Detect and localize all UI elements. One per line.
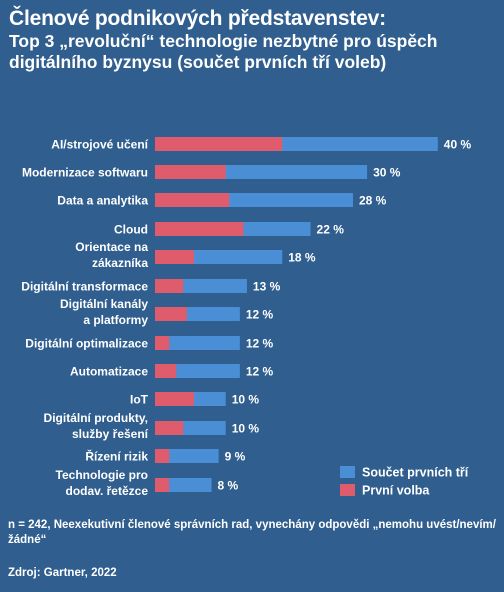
value-label-0: 40 % [444, 138, 472, 152]
bar-first-1 [155, 165, 226, 179]
bar-first-7 [155, 336, 170, 350]
value-label-12: 8 % [218, 479, 239, 493]
bar-first-12 [155, 478, 170, 492]
category-label-1: Modernizace softwaru [22, 166, 148, 180]
source-note: Zdroj: Gartner, 2022 [8, 567, 117, 579]
category-label-0: AI/strojové učení [51, 138, 148, 152]
category-label-6: Digitální kanály a platformy [60, 297, 148, 327]
value-label-5: 13 % [253, 280, 281, 294]
value-label-7: 12 % [246, 337, 274, 351]
value-label-3: 22 % [317, 223, 345, 237]
bar-first-4 [155, 250, 194, 264]
category-label-3: Cloud [114, 223, 148, 237]
value-label-10: 10 % [232, 422, 260, 436]
value-label-11: 9 % [225, 450, 246, 464]
chart-title: Členové podnikových představenstev: Top … [9, 6, 501, 73]
category-label-8: Automatizace [70, 365, 148, 379]
bar-first-11 [155, 449, 170, 463]
category-label-9: IoT [130, 393, 149, 407]
bar-total-7 [155, 336, 240, 350]
category-label-5: Digitální transformace [21, 280, 148, 294]
value-label-9: 10 % [232, 393, 260, 407]
bar-first-5 [155, 279, 184, 293]
footnote: n = 242, Neexekutivní členové správních … [8, 519, 496, 546]
bar-first-2 [155, 193, 230, 207]
value-label-1: 30 % [373, 166, 401, 180]
chart-title-line2: Top 3 „revoluční“ technologie nezbytné p… [9, 31, 438, 72]
bar-first-10 [155, 421, 184, 435]
value-label-4: 18 % [288, 251, 316, 265]
category-label-12: Technologie pro dodav. řetězce [56, 468, 149, 498]
category-label-2: Data a analytika [57, 194, 148, 208]
category-label-10: Digitální produkty, služby řešení [44, 411, 149, 441]
chart-title-line1: Členové podnikových představenstev: [9, 7, 386, 30]
value-label-2: 28 % [359, 194, 387, 208]
legend-swatch-1 [340, 484, 355, 496]
legend-label-0: Součet prvních tří [362, 466, 469, 480]
bar-first-8 [155, 364, 177, 378]
category-label-7: Digitální optimalizace [25, 337, 148, 351]
value-label-8: 12 % [246, 365, 274, 379]
category-label-11: Řízení rizik [85, 449, 148, 464]
legend-label-1: První volba [362, 484, 430, 498]
bar-total-11 [155, 449, 219, 463]
bar-first-0 [155, 137, 283, 151]
bar-first-3 [155, 222, 244, 236]
value-label-6: 12 % [246, 308, 274, 322]
category-label-4: Orientace na zákazníka [75, 240, 148, 270]
bar-first-9 [155, 392, 194, 406]
bar-first-6 [155, 307, 187, 321]
legend-swatch-0 [340, 466, 355, 478]
